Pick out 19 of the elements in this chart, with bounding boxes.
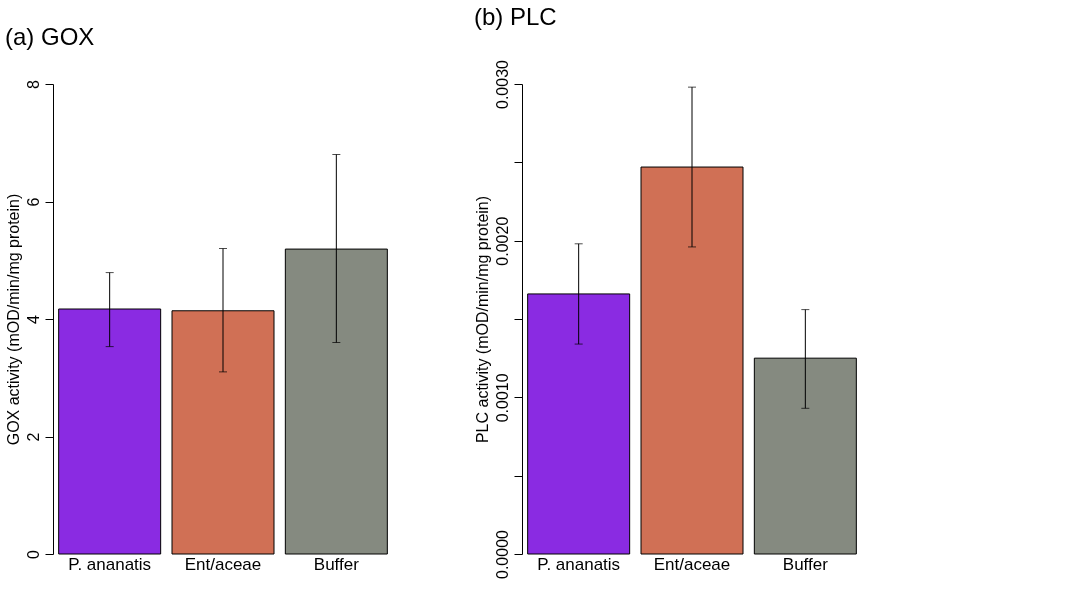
x-tick-label: P. ananatis bbox=[537, 554, 621, 574]
x-tick-label: Ent/aceae bbox=[653, 554, 731, 574]
chart-title: (a) GOX bbox=[5, 22, 95, 50]
chart-title: (b) PLC bbox=[474, 2, 557, 30]
y-tick-label: 6 bbox=[24, 197, 42, 207]
y-tick-label: 2 bbox=[24, 432, 42, 442]
y-tick-label: 4 bbox=[24, 314, 42, 324]
y-tick-label: 0 bbox=[24, 549, 42, 559]
y-tick-label: 0.0010 bbox=[493, 373, 511, 423]
y-axis-title: PLC activity (mOD/min/mg protein) bbox=[473, 195, 491, 444]
y-tick-label: 8 bbox=[24, 79, 42, 89]
y-tick-label: 0.0020 bbox=[493, 216, 511, 266]
y-tick-label: 0.0000 bbox=[493, 529, 511, 579]
x-tick-label: P. ananatis bbox=[68, 554, 152, 574]
x-tick-label: Ent/aceae bbox=[184, 554, 262, 574]
y-tick-label: 0.0030 bbox=[493, 59, 511, 109]
x-tick-label: Buffer bbox=[313, 554, 360, 574]
x-tick-label: Buffer bbox=[782, 554, 829, 574]
y-axis-title: GOX activity (mOD/min/mg protein) bbox=[4, 193, 22, 446]
